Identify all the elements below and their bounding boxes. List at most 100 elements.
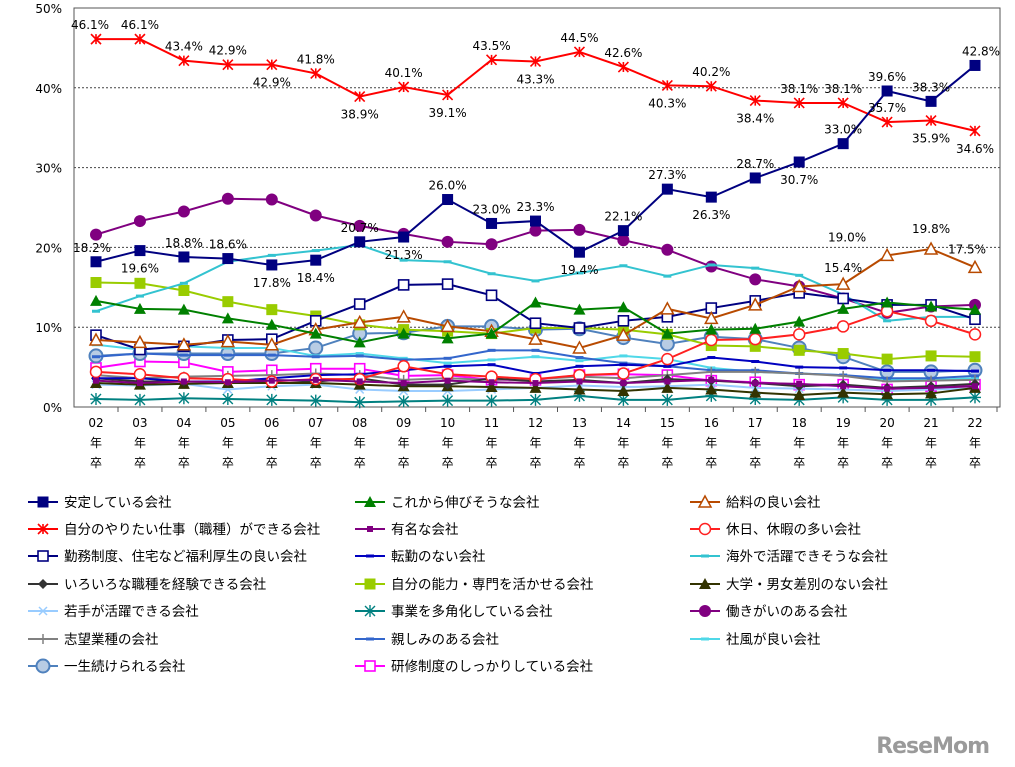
data-point bbox=[705, 80, 717, 92]
legend-marker bbox=[697, 494, 713, 508]
x-tick-suffix-grad: 卒 bbox=[661, 456, 673, 470]
x-tick-suffix-year: 年 bbox=[705, 436, 717, 450]
data-point bbox=[93, 377, 99, 384]
data-point bbox=[969, 313, 981, 326]
data-point bbox=[134, 277, 146, 289]
data-point bbox=[399, 258, 408, 262]
data-label: 33.0% bbox=[824, 123, 862, 137]
data-point bbox=[267, 253, 276, 257]
data-point bbox=[879, 364, 895, 380]
data-point bbox=[881, 388, 894, 400]
data-point bbox=[617, 315, 630, 327]
data-point bbox=[265, 318, 278, 330]
y-tick-label: 50% bbox=[35, 2, 62, 16]
x-tick-label: 12 bbox=[528, 416, 543, 430]
data-label: 19.6% bbox=[121, 262, 159, 276]
data-label: 17.8% bbox=[253, 276, 291, 290]
data-point bbox=[795, 273, 804, 277]
data-point bbox=[968, 328, 982, 341]
data-point bbox=[177, 392, 190, 405]
data-label: 38.4% bbox=[736, 112, 774, 126]
legend-marker bbox=[367, 526, 373, 532]
data-label: 17.5% bbox=[948, 242, 986, 256]
data-point bbox=[309, 394, 322, 407]
data-point bbox=[488, 379, 495, 386]
data-point bbox=[222, 59, 234, 71]
x-tick-label: 04 bbox=[176, 416, 191, 430]
legend-marker bbox=[35, 658, 51, 674]
legend-marker bbox=[38, 634, 48, 644]
data-label: 19.8% bbox=[912, 222, 950, 236]
data-point bbox=[442, 194, 454, 206]
data-point bbox=[575, 359, 584, 363]
data-label: 26.3% bbox=[692, 208, 730, 222]
data-point bbox=[573, 246, 585, 258]
data-point bbox=[927, 368, 936, 372]
series-0 bbox=[90, 59, 981, 271]
data-point bbox=[136, 380, 143, 387]
data-point bbox=[353, 396, 366, 409]
data-point bbox=[705, 191, 717, 203]
data-point bbox=[575, 356, 584, 360]
data-point bbox=[837, 138, 849, 150]
data-point bbox=[617, 393, 630, 406]
legend-marker bbox=[701, 554, 709, 558]
legend-item: 有名な会社 bbox=[355, 522, 459, 538]
data-point bbox=[265, 393, 278, 406]
x-tick-label: 06 bbox=[264, 416, 279, 430]
data-point bbox=[573, 223, 586, 236]
legend-marker bbox=[698, 522, 712, 536]
data-point bbox=[881, 393, 894, 406]
x-tick-suffix-year: 年 bbox=[134, 436, 146, 450]
x-tick-label: 07 bbox=[308, 416, 323, 430]
legend-marker bbox=[366, 554, 374, 558]
data-point bbox=[969, 125, 981, 137]
data-point bbox=[90, 294, 102, 306]
data-label: 19.0% bbox=[828, 230, 866, 244]
data-label: 42.9% bbox=[209, 44, 247, 58]
data-point bbox=[837, 302, 850, 314]
data-point bbox=[443, 260, 452, 264]
x-tick-suffix-year: 年 bbox=[354, 436, 366, 450]
data-point bbox=[221, 192, 234, 205]
x-tick-suffix-year: 年 bbox=[837, 436, 849, 450]
x-tick-suffix-year: 年 bbox=[925, 436, 937, 450]
x-tick-label: 16 bbox=[704, 416, 719, 430]
data-point bbox=[443, 364, 452, 368]
data-point bbox=[531, 355, 540, 359]
data-point bbox=[972, 383, 978, 390]
data-point bbox=[133, 302, 146, 314]
data-point bbox=[487, 363, 496, 367]
data-label: 39.6% bbox=[868, 70, 906, 84]
data-point bbox=[708, 376, 715, 383]
data-point bbox=[661, 327, 674, 339]
x-tick-suffix-year: 年 bbox=[529, 436, 541, 450]
x-tick-suffix-grad: 卒 bbox=[266, 456, 278, 470]
data-point bbox=[440, 318, 455, 333]
x-tick-suffix-grad: 卒 bbox=[881, 456, 893, 470]
data-point bbox=[529, 296, 542, 308]
legend-label: 転勤のない会社 bbox=[391, 549, 486, 565]
data-point bbox=[266, 304, 278, 316]
data-label: 26.0% bbox=[429, 179, 467, 193]
x-tick-suffix-grad: 卒 bbox=[486, 456, 498, 470]
legend-item: 勤務制度、住宅など福利厚生の良い会社 bbox=[28, 549, 307, 565]
legend-item: 事業を多角化している会社 bbox=[355, 603, 553, 620]
data-label: 23.0% bbox=[472, 202, 510, 216]
data-point bbox=[881, 116, 893, 128]
data-label: 46.1% bbox=[121, 18, 159, 32]
data-point bbox=[884, 385, 891, 392]
data-point bbox=[528, 331, 543, 345]
data-point bbox=[839, 366, 848, 370]
data-point bbox=[619, 264, 628, 268]
data-point bbox=[396, 309, 411, 323]
data-point bbox=[793, 156, 805, 168]
data-point bbox=[177, 303, 190, 315]
data-point bbox=[661, 352, 674, 366]
legend-item: 一生続けられる会社 bbox=[28, 658, 186, 675]
legend-item: 給料の良い会社 bbox=[690, 494, 821, 511]
data-point bbox=[705, 383, 718, 395]
legend-label: 有名な会社 bbox=[391, 522, 459, 538]
data-point bbox=[441, 394, 454, 407]
data-label: 34.6% bbox=[956, 142, 994, 156]
